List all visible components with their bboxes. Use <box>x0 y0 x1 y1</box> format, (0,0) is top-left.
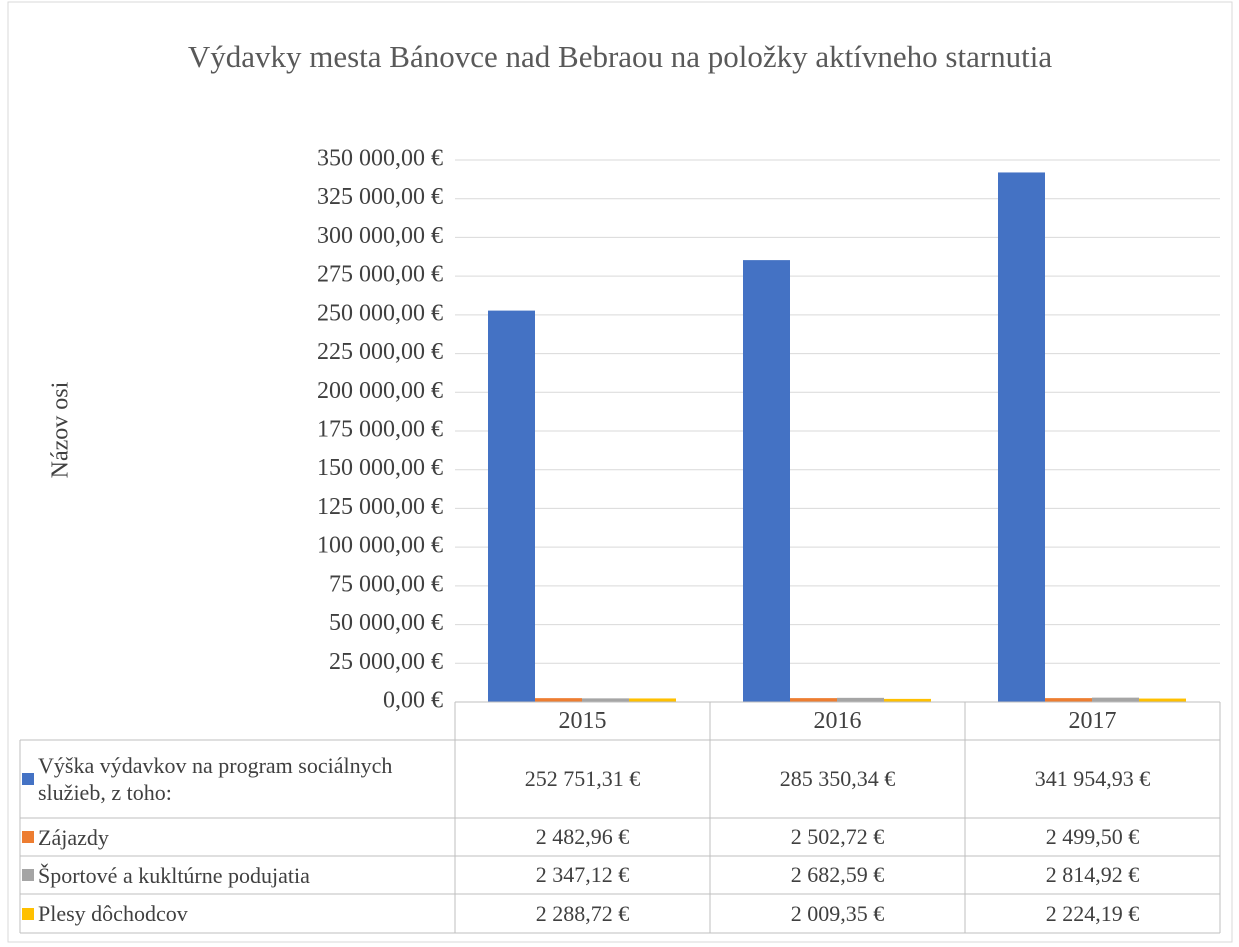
data-label: 285 350,34 € <box>779 766 896 791</box>
bar <box>743 260 790 702</box>
data-label: 2 499,50 € <box>1045 824 1140 849</box>
bar <box>488 310 535 702</box>
y-tick-label: 175 000,00 € <box>317 417 443 443</box>
y-axis-title: Názov osi <box>48 381 74 478</box>
bar <box>1045 698 1092 702</box>
legend-key <box>22 869 34 881</box>
y-tick-label: 225 000,00 € <box>317 339 443 365</box>
legend-entry: Výška výdavkov na program sociálnych slu… <box>22 740 453 818</box>
y-tick-label: 125 000,00 € <box>317 494 443 520</box>
data-label: 2 347,12 € <box>535 862 630 887</box>
data-label: 341 954,93 € <box>1034 766 1151 791</box>
data-label: 2 814,92 € <box>1045 862 1140 887</box>
data-label: 2 482,96 € <box>535 824 630 849</box>
data-label: 2 009,35 € <box>790 900 885 926</box>
y-tick-label: 150 000,00 € <box>317 455 443 481</box>
bar <box>1092 697 1139 702</box>
y-tick-label: 50 000,00 € <box>329 610 443 636</box>
legend-entry: Športové a kukltúrne podujatia <box>22 856 453 894</box>
y-tick-label: 350 000,00 € <box>317 146 443 172</box>
x-tick-label: 2016 <box>813 707 862 734</box>
bar <box>998 172 1045 702</box>
data-label: 252 751,31 € <box>524 766 641 791</box>
data-label: 2 682,59 € <box>790 862 885 887</box>
legend-label: Zájazdy <box>38 824 109 850</box>
legend-label: Športové a kukltúrne podujatia <box>38 862 310 888</box>
legend-label: Plesy dôchodcov <box>38 901 188 926</box>
data-label: 2 224,19 € <box>1045 900 1140 926</box>
x-tick-label: 2015 <box>558 707 607 734</box>
y-tick-label: 250 000,00 € <box>317 300 443 326</box>
y-tick-label: 100 000,00 € <box>317 533 443 559</box>
bar <box>582 698 629 702</box>
legend-label: Výška výdavkov na program sociálnych slu… <box>38 753 393 805</box>
y-tick-label: 325 000,00 € <box>317 184 443 210</box>
y-tick-label: 200 000,00 € <box>317 378 443 404</box>
bar <box>629 698 676 702</box>
y-tick-label: 75 000,00 € <box>329 571 443 597</box>
bar <box>790 698 837 702</box>
y-tick-label: 25 000,00 € <box>329 649 443 675</box>
chart-title: Výdavky mesta Bánovce nad Bebraou na pol… <box>187 39 1053 74</box>
bar <box>535 698 582 702</box>
bar <box>1139 698 1186 702</box>
legend-key <box>22 831 34 843</box>
legend-key <box>22 907 34 920</box>
legend-key <box>22 773 34 785</box>
y-tick-label: 275 000,00 € <box>317 262 443 288</box>
legend-entry: Plesy dôchodcov <box>22 894 453 933</box>
y-tick-label: 300 000,00 € <box>317 223 443 249</box>
legend-entry: Zájazdy <box>22 818 453 856</box>
data-label: 2 502,72 € <box>790 824 885 849</box>
bar <box>837 697 884 702</box>
y-tick-label: 0,00 € <box>383 688 443 714</box>
data-label: 2 288,72 € <box>535 900 630 926</box>
x-tick-label: 2017 <box>1068 707 1117 734</box>
bar <box>884 698 931 702</box>
